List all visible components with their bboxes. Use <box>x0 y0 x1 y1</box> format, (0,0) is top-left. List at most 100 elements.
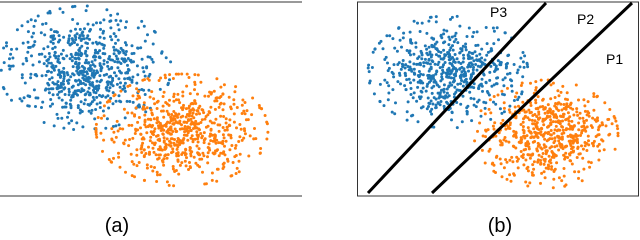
dot <box>530 135 534 139</box>
dot <box>119 46 123 50</box>
dot <box>135 87 139 91</box>
dot <box>456 41 460 45</box>
dot <box>519 56 523 60</box>
dot <box>61 10 65 14</box>
dot <box>233 155 237 159</box>
dot <box>490 84 494 88</box>
dot <box>510 155 514 159</box>
dot <box>53 45 57 49</box>
dot <box>155 170 159 174</box>
dot <box>508 104 512 108</box>
dot <box>418 30 422 33</box>
dot <box>57 54 61 58</box>
dot <box>509 78 512 82</box>
dot <box>133 175 136 179</box>
dot <box>176 158 180 162</box>
dot <box>232 102 236 106</box>
dot <box>522 163 526 167</box>
dot <box>136 120 140 124</box>
dot <box>551 186 555 190</box>
dot <box>15 28 19 32</box>
dot <box>82 66 86 70</box>
dot <box>102 18 106 22</box>
dot <box>178 101 182 105</box>
dot <box>77 78 81 82</box>
dot <box>143 39 147 43</box>
dot <box>33 19 37 23</box>
dot <box>587 160 591 164</box>
dot <box>532 127 536 131</box>
dot <box>169 119 173 123</box>
dot <box>472 97 476 101</box>
dot <box>113 71 116 75</box>
dot <box>95 95 99 99</box>
dot <box>215 99 219 103</box>
dot <box>597 133 601 137</box>
dot <box>578 152 582 156</box>
dot <box>498 60 502 64</box>
dot <box>92 88 95 92</box>
dot <box>247 154 251 158</box>
dot <box>557 139 561 143</box>
dot <box>33 40 37 44</box>
dot <box>216 167 220 171</box>
dot <box>569 106 573 110</box>
dot <box>561 128 565 132</box>
dot <box>98 55 101 59</box>
dot <box>188 161 191 164</box>
dot <box>455 126 459 130</box>
dot <box>443 40 447 44</box>
dot <box>516 166 520 170</box>
dot <box>528 111 532 115</box>
dot <box>169 60 173 64</box>
dot <box>243 101 247 104</box>
dot <box>170 151 173 155</box>
dot <box>8 57 11 61</box>
dot <box>455 88 459 92</box>
dot <box>434 97 438 101</box>
dot <box>547 124 551 128</box>
dot <box>123 41 127 45</box>
dot <box>111 102 115 106</box>
dot <box>207 94 210 98</box>
dot <box>367 70 371 74</box>
dot <box>530 171 534 175</box>
dot <box>166 112 170 116</box>
dot <box>527 108 531 112</box>
dot <box>517 104 520 108</box>
dot <box>470 119 474 123</box>
dot <box>109 26 113 30</box>
dot <box>95 21 98 25</box>
dot <box>547 154 551 158</box>
dot <box>47 91 51 95</box>
dot <box>492 100 495 104</box>
dot <box>455 57 459 61</box>
dot <box>74 38 78 42</box>
dot <box>130 160 134 164</box>
dot <box>457 60 461 64</box>
dot <box>90 108 94 112</box>
dot <box>447 43 451 47</box>
dot <box>223 128 227 132</box>
dot <box>230 174 234 178</box>
dot <box>428 74 432 78</box>
dot <box>148 139 152 143</box>
dot <box>523 110 527 114</box>
dot <box>188 92 192 96</box>
dot <box>534 86 538 90</box>
dot <box>222 102 226 106</box>
dot <box>510 84 514 88</box>
dot <box>571 149 575 153</box>
dot <box>237 159 241 163</box>
dot <box>494 155 498 159</box>
dot <box>123 57 127 61</box>
dot <box>460 79 463 82</box>
dot <box>517 95 521 99</box>
dot <box>476 64 480 68</box>
dot <box>566 156 570 159</box>
dot <box>48 104 52 108</box>
dot <box>450 118 453 122</box>
dot <box>201 108 205 112</box>
dot <box>145 131 149 135</box>
dot <box>427 19 431 23</box>
